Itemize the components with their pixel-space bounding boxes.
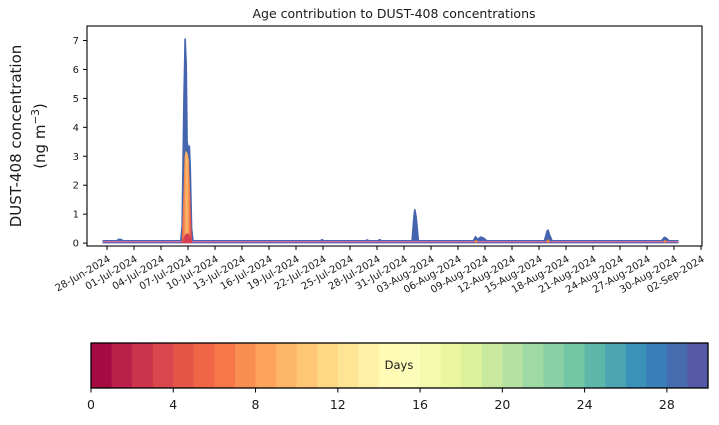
colorbar-bin (605, 343, 627, 388)
colorbar-bin (646, 343, 668, 388)
colorbar-bin (625, 343, 647, 388)
colorbar-bin (502, 343, 524, 388)
colorbar-gradient-bins (91, 343, 709, 388)
chart-title: Age contribution to DUST-408 concentrati… (252, 6, 535, 21)
y-tick-label: 2 (73, 181, 79, 192)
colorbar-bin (337, 343, 359, 388)
main-axes: Age contribution to DUST-408 concentrati… (7, 6, 707, 296)
area-spike-young (182, 232, 193, 244)
x-axis-ticks: 28-Jun-202401-Jul-202404-Jul-202407-Jul-… (54, 246, 707, 296)
y-axis-label-units: (ng m (31, 125, 49, 169)
colorbar-tick-label: 8 (252, 397, 260, 412)
spike-base-accent (663, 240, 667, 243)
plot-frame (86, 25, 703, 247)
colorbar-tick-label: 12 (330, 397, 346, 412)
colorbar-label: Days (385, 358, 414, 372)
colorbar-bin (584, 343, 606, 388)
colorbar-bin (481, 343, 503, 388)
colorbar-bin (317, 343, 339, 388)
colorbar-ticks: 0 4 8 12 16 20 24 28 (87, 388, 675, 412)
y-tick-label: 1 (73, 210, 79, 221)
colorbar-bin (358, 343, 380, 388)
colorbar-bin (91, 343, 113, 388)
colorbar-bin (111, 343, 133, 388)
y-axis-label-close-paren: ) (31, 103, 49, 109)
colorbar-tick-label: 0 (87, 397, 95, 412)
y-tick-label: 4 (73, 123, 79, 134)
colorbar-bin (378, 343, 400, 388)
colorbar-bin (173, 343, 195, 388)
colorbar-bin (522, 343, 544, 388)
plot-series (102, 38, 679, 244)
colorbar-tick-label: 28 (659, 397, 675, 412)
colorbar-bin (296, 343, 318, 388)
colorbar-tick-label: 20 (494, 397, 510, 412)
area-total-edge (102, 38, 679, 242)
y-axis-label-line2: (ng m−3) (30, 103, 49, 169)
colorbar: Days 0 4 8 12 16 20 24 28 (87, 342, 709, 412)
colorbar-bin (687, 343, 709, 388)
colorbar-bin (564, 343, 586, 388)
colorbar-bin (399, 343, 421, 388)
y-tick-label: 3 (73, 152, 79, 163)
colorbar-bin (255, 343, 277, 388)
y-tick-label: 7 (73, 36, 79, 47)
y-axis-ticks: 0 1 2 3 4 5 6 7 (73, 36, 87, 250)
y-tick-label: 6 (73, 65, 79, 76)
colorbar-tick-label: 4 (169, 397, 177, 412)
colorbar-bin (543, 343, 565, 388)
y-tick-label: 0 (73, 239, 79, 250)
y-axis-label-superscript: −3 (30, 109, 42, 124)
colorbar-bin (420, 343, 442, 388)
area-spike-core (181, 150, 193, 244)
colorbar-bin (132, 343, 154, 388)
colorbar-tick-label: 16 (412, 397, 428, 412)
spike-base-accent (546, 239, 550, 243)
y-axis-label-line1: DUST-408 concentration (7, 45, 25, 228)
colorbar-frame (90, 342, 709, 389)
colorbar-bin (234, 343, 257, 388)
colorbar-bin (152, 343, 174, 388)
colorbar-bin (440, 343, 462, 388)
colorbar-bin (193, 343, 215, 388)
colorbar-bin (214, 343, 236, 388)
y-tick-label: 5 (73, 94, 79, 105)
spike-base-accent (474, 240, 478, 243)
colorbar-tick-label: 24 (577, 397, 593, 412)
colorbar-bin (276, 343, 298, 388)
colorbar-bin (666, 343, 688, 388)
colorbar-bin (461, 343, 483, 388)
